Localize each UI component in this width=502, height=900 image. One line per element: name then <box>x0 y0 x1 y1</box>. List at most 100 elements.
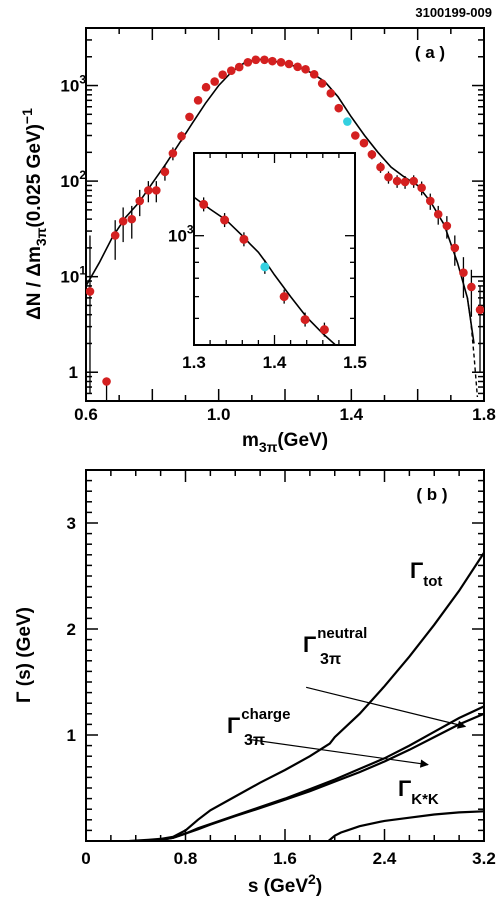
series-neutral <box>135 705 484 841</box>
panel-a-tick-labels: 0.6 1.0 1.4 1.8 1 101 102 103 <box>60 73 495 424</box>
data-point <box>343 117 352 126</box>
xtick-label-b: 0 <box>81 849 90 868</box>
annotation-gamma-kk: ΓK*K <box>398 776 439 808</box>
xtick-label-inset: 1.4 <box>263 353 287 372</box>
data-point <box>251 55 261 65</box>
ytick-label-a: 103 <box>60 73 86 96</box>
annotation-gamma-tot: Γtot <box>410 558 442 590</box>
xtick-label-a: 1.8 <box>472 405 496 424</box>
data-point <box>392 176 402 186</box>
panel-a-ylabel: ΔN / Δm3π(0.025 GeV)−1 <box>19 108 49 320</box>
data-point <box>359 138 369 148</box>
figure-id: 3100199-009 <box>415 5 492 20</box>
data-point <box>177 131 186 141</box>
xtick-label-a: 1.4 <box>340 405 364 424</box>
data-point <box>433 209 443 219</box>
data-point <box>135 196 145 206</box>
panel-a-label: ( a ) <box>415 43 445 62</box>
data-point <box>442 221 452 231</box>
data-point <box>317 79 327 88</box>
data-point <box>309 70 319 79</box>
xtick-label-inset: 1.3 <box>182 353 206 372</box>
inset-data-point <box>199 199 209 209</box>
data-point <box>118 216 128 226</box>
data-point <box>127 214 137 224</box>
inset-data-point <box>239 234 249 244</box>
data-point <box>260 55 269 65</box>
data-point <box>467 282 476 292</box>
data-point <box>276 58 286 67</box>
data-point <box>168 149 178 158</box>
data-point <box>268 56 277 66</box>
data-point <box>293 62 302 72</box>
series-charge <box>135 712 484 841</box>
xtick-label-a: 1.0 <box>207 405 231 424</box>
data-point <box>326 88 336 98</box>
xtick-label-b: 1.6 <box>273 849 297 868</box>
inset: 1.3 1.4 1.5 103 <box>168 152 367 372</box>
inset-backdrop <box>193 152 356 346</box>
data-point <box>334 103 344 113</box>
data-point <box>152 186 161 195</box>
data-point <box>450 243 460 253</box>
data-point <box>226 66 236 75</box>
panel-b-lines <box>129 552 484 841</box>
ytick-label-b: 1 <box>67 726 76 745</box>
panel-a-xlabel: m3π(GeV) <box>242 430 328 455</box>
data-point <box>160 167 170 177</box>
annotation-gamma-neutral-sub: 3π <box>320 651 341 668</box>
series-kk <box>327 810 484 841</box>
data-point <box>475 305 484 315</box>
data-point <box>351 131 360 140</box>
panel-b-ticks <box>85 469 485 842</box>
data-point <box>102 377 111 386</box>
data-point <box>86 287 95 296</box>
data-point <box>417 183 426 193</box>
data-point <box>409 176 418 186</box>
ytick-label-a: 101 <box>60 264 86 287</box>
data-point <box>110 231 120 240</box>
data-point <box>301 64 310 74</box>
data-point <box>210 77 219 86</box>
annotation-arrow <box>306 686 467 729</box>
inset-tick-labels: 1.3 1.4 1.5 103 <box>168 223 367 372</box>
data-point <box>201 82 211 92</box>
panel-b-xlabel: s (GeV2) <box>248 871 322 897</box>
data-point <box>376 162 385 172</box>
xtick-label-b: 3.2 <box>472 849 496 868</box>
ytick-label-b: 2 <box>67 620 76 639</box>
inset-data-point <box>220 215 230 225</box>
panel-b-label: ( b ) <box>416 485 447 504</box>
ytick-label-a: 1 <box>69 363 78 382</box>
data-point <box>367 150 377 159</box>
fit-curve-extrapolation <box>466 297 479 398</box>
data-point <box>144 186 153 195</box>
inset-ticks <box>193 152 356 346</box>
xtick-label-inset: 1.5 <box>343 353 367 372</box>
data-point <box>218 70 227 79</box>
data-point <box>425 196 435 206</box>
panel-b-arrows <box>247 686 467 768</box>
inset-data-point <box>279 292 289 302</box>
data-point <box>284 59 294 69</box>
panel-a: ( a ) 0.6 1.0 1.4 1.8 1 101 102 103 1.3 1.4 1.5 10… <box>19 27 496 455</box>
data-point <box>243 58 253 67</box>
annotation-gamma-charge-sub: 3π <box>244 732 265 749</box>
inset-data-point <box>300 315 310 325</box>
panel-a-points <box>86 55 484 401</box>
ytick-label-inset: 103 <box>168 223 194 246</box>
inset-data-point <box>319 325 329 335</box>
data-point <box>384 172 393 182</box>
panel-a-ticks <box>85 27 485 402</box>
data-point <box>185 112 194 122</box>
ytick-label-b: 3 <box>67 514 76 533</box>
xtick-label-a: 0.6 <box>74 405 98 424</box>
data-point <box>234 62 244 72</box>
xtick-label-b: 2.4 <box>373 849 397 868</box>
panel-b-frame <box>85 469 485 842</box>
data-point <box>400 177 410 187</box>
ytick-label-a: 102 <box>60 168 86 191</box>
xtick-label-b: 0.8 <box>174 849 198 868</box>
panel-b-ylabel: Γ (s) (GeV) <box>14 607 35 703</box>
